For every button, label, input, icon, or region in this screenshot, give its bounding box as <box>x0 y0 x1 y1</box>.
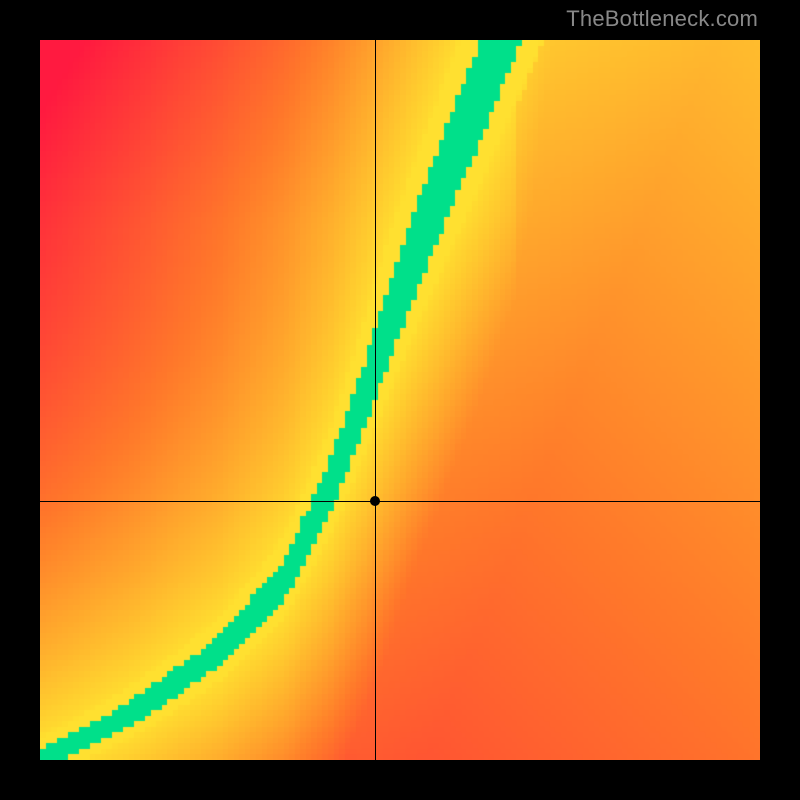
heatmap-canvas <box>40 40 760 760</box>
crosshair-vertical <box>375 40 376 760</box>
chart-container: { "watermark": { "text": "TheBottleneck.… <box>0 0 800 800</box>
crosshair-marker <box>370 496 380 506</box>
bottleneck-heatmap <box>40 40 760 760</box>
watermark-text: TheBottleneck.com <box>566 6 758 32</box>
crosshair-horizontal <box>40 501 760 502</box>
